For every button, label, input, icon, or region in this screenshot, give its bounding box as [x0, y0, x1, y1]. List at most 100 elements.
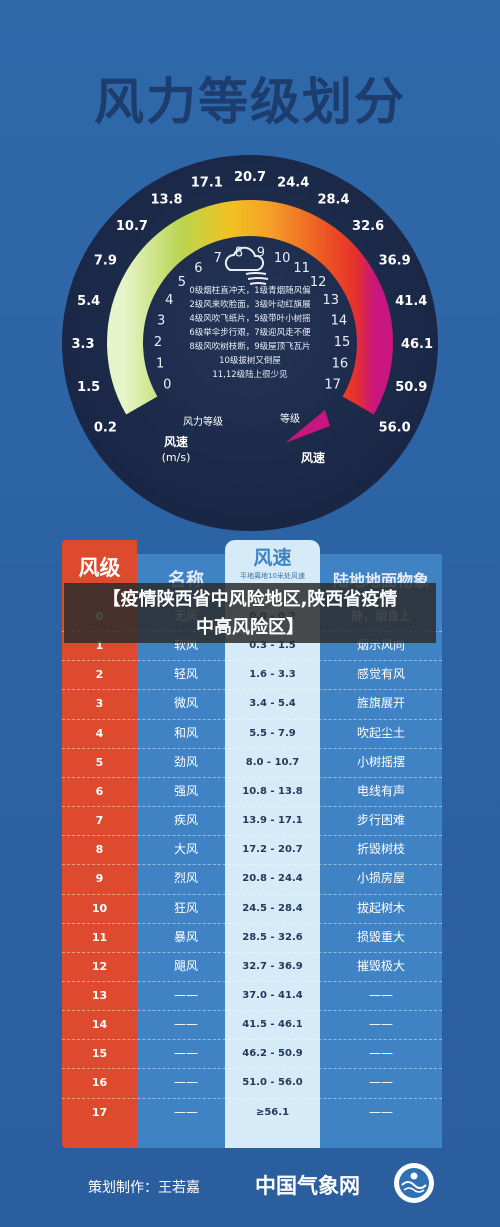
table-row: 9 烈风 20.8 - 24.4 小损房屋 — [62, 864, 442, 893]
gauge-center-line: 10级拔树又倒屋 — [219, 355, 281, 366]
wind-gauge: 0.21.53.35.47.910.713.817.1 20.7 24.428.43… — [62, 155, 438, 531]
row-divider — [62, 951, 442, 953]
level-tick-label: 2 — [154, 335, 162, 350]
level-cell: 6 — [95, 784, 104, 798]
name-cell: 大风 — [173, 842, 198, 857]
name-cell: 轻风 — [173, 667, 198, 682]
name-cell: 烈风 — [173, 871, 198, 886]
table-row: 5 劲风 8.0 - 10.7 小树摇摆 — [62, 748, 442, 777]
table-row: 14 —— 41.5 - 46.1 —— — [62, 1010, 442, 1039]
name-cell: 暴风 — [173, 929, 198, 944]
level-tick-label: 4 — [165, 293, 173, 308]
header-speed: 风速 — [253, 547, 292, 569]
name-cell: 疾风 — [173, 813, 198, 828]
speed-tick-label: 50.9 — [395, 380, 427, 395]
table-row: 12 飓风 32.7 - 36.9 摧毁极大 — [62, 952, 442, 981]
name-cell: —— — [174, 1075, 198, 1090]
level-tick-label: 3 — [157, 313, 165, 328]
level-cell: 13 — [91, 988, 108, 1002]
cma-logo-icon — [394, 1163, 434, 1203]
name-cell: 强风 — [173, 783, 198, 798]
speed-tick-label: 13.8 — [150, 192, 182, 207]
wind-scale-table: 风级 名称 风速 平地离地10米处风速 陆地地面物象 0无风0.0 - 0.2静… — [62, 540, 442, 1148]
header-speed-subtitle: 平地离地10米处风速 — [240, 572, 305, 580]
speed-tick-label: 10.7 — [116, 219, 148, 234]
effect-cell: 小损房屋 — [356, 871, 405, 886]
level-cell: 1 — [95, 639, 104, 653]
name-cell: —— — [174, 1017, 198, 1032]
level-cell: 7 — [95, 814, 104, 828]
level-cell: 2 — [95, 668, 104, 682]
level-tick-label: 9 — [257, 246, 265, 261]
row-divider — [62, 835, 442, 837]
row-divider — [62, 806, 442, 808]
table-row: 7 疾风 13.9 - 17.1 步行困难 — [62, 806, 442, 835]
effect-cell: 折毁树枝 — [356, 842, 405, 857]
speed-cell: 10.8 - 13.8 — [242, 785, 303, 797]
effect-cell: 步行困难 — [356, 813, 405, 828]
organization-name: 中国气象网 — [255, 1174, 360, 1198]
table-row: 10 狂风 24.5 - 28.4 拔起树木 — [62, 894, 442, 923]
level-tick-label: 10 — [274, 251, 291, 266]
speed-cell: 32.7 - 36.9 — [242, 960, 303, 972]
level-tick-label: 14 — [331, 313, 348, 328]
effect-cell: —— — [369, 1104, 393, 1119]
effect-cell: 拔起树木 — [356, 900, 405, 915]
effect-cell: —— — [369, 1017, 393, 1032]
row-divider — [62, 660, 442, 662]
effect-cell: 旌旗展开 — [356, 696, 405, 711]
gauge-center-line: 0级烟柱直冲天，1级青烟随风偏 — [189, 285, 310, 296]
level-cell: 9 — [95, 872, 104, 886]
speed-tick-label: 5.4 — [77, 294, 100, 309]
gauge-pointer — [285, 410, 330, 443]
name-cell: 劲风 — [173, 754, 198, 769]
level-cell: 3 — [95, 697, 104, 711]
table-row: 11 暴风 28.5 - 32.6 损毁重大 — [62, 923, 442, 952]
name-cell: —— — [174, 1046, 198, 1061]
name-cell: —— — [174, 987, 198, 1002]
level-cell: 5 — [95, 755, 104, 769]
speed-cell: 51.0 - 56.0 — [242, 1077, 303, 1089]
gauge-center-line: 6级举伞步行艰，7级迎风走不便 — [189, 327, 311, 338]
level-tick-label: 6 — [194, 261, 202, 276]
level-label: 风力等级 — [183, 415, 223, 428]
row-divider — [62, 864, 442, 866]
headline-overlay: 【疫情陕西省中风险地区,陕西省疫情 中高风险区】 — [64, 583, 436, 643]
level-tick-label: 0 — [163, 377, 171, 392]
speed-cell: 41.5 - 46.1 — [242, 1019, 303, 1031]
row-divider — [62, 1039, 442, 1041]
windspeed-label-right: 风速 — [301, 450, 325, 465]
level-tick-label: 11 — [293, 261, 310, 276]
name-cell: 狂风 — [173, 900, 198, 915]
row-divider — [62, 1068, 442, 1070]
speed-tick-label: 24.4 — [277, 176, 309, 191]
level-tick-label: 17 — [324, 377, 341, 392]
level-cell: 15 — [91, 1047, 108, 1061]
level-cell: 12 — [91, 959, 108, 973]
level-tick-label: 8 — [235, 246, 243, 261]
cloud-wind-icon — [224, 246, 269, 285]
effect-cell: 摧毁极大 — [356, 958, 405, 973]
level-tick-label: 1 — [156, 357, 164, 372]
speed-cell: 17.2 - 20.7 — [242, 844, 303, 856]
level-cell: 8 — [95, 843, 104, 857]
speed-cell: ≥56.1 — [255, 1106, 290, 1118]
gauge-center-line: 4级风吹飞纸片，5级带叶小树摇 — [189, 313, 311, 324]
overlay-line-2: 中高风险区】 — [196, 617, 304, 638]
table-row: 16 —— 51.0 - 56.0 —— — [62, 1068, 442, 1097]
effect-cell: 吹起尘土 — [356, 725, 405, 740]
table-row: 13 —— 37.0 - 41.4 —— — [62, 981, 442, 1010]
level-tick-label: 16 — [332, 357, 349, 372]
row-divider — [62, 718, 442, 720]
speed-tick-label: 7.9 — [94, 254, 117, 269]
name-cell: 和风 — [173, 725, 198, 740]
speed-cell: 20.8 - 24.4 — [242, 873, 303, 885]
level-cell: 16 — [91, 1076, 108, 1090]
level-cell: 10 — [91, 901, 108, 915]
gauge-center-line: 2级风来吹脸面，3级叶动红旗展 — [189, 299, 311, 310]
speed-cell: 0.3 - 1.5 — [249, 640, 296, 652]
effect-cell: 电线有声 — [356, 783, 405, 798]
speed-tick-label: 46.1 — [401, 337, 433, 352]
name-cell: 微风 — [173, 696, 198, 711]
row-divider — [62, 922, 442, 924]
